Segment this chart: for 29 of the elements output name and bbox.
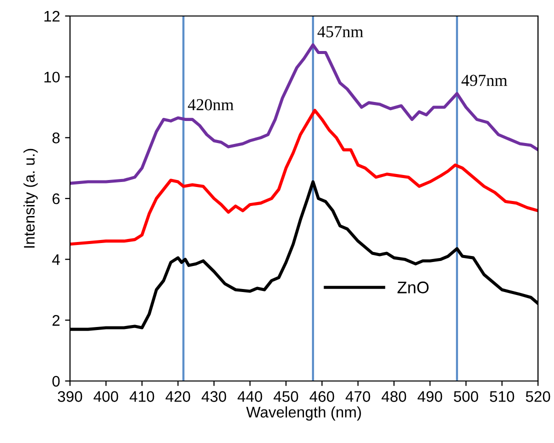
annotation: 420nm (188, 99, 234, 110)
x-tick-label: 470 (346, 391, 370, 402)
x-tick-label: 440 (238, 391, 262, 402)
y-tick-label: 10 (44, 72, 60, 83)
y-axis-title: Intensity (a. u.) (23, 148, 38, 248)
y-tick-label: 0 (52, 376, 60, 387)
x-tick-label: 450 (274, 391, 298, 402)
annotation: 457nm (317, 26, 364, 38)
legend-label: ZnO (398, 282, 429, 294)
line-series (70, 108, 538, 246)
y-tick-label: 8 (52, 132, 60, 144)
annotation: 497nm (461, 74, 508, 86)
x-tick-label: 430 (202, 391, 226, 402)
y-tick-label: 2 (52, 315, 60, 326)
x-tick-label: 400 (94, 391, 118, 402)
x-tick-label: 410 (130, 391, 154, 402)
x-tick-label: 390 (58, 391, 82, 402)
x-tick-label: 460 (310, 391, 334, 402)
x-tick-label: 500 (454, 391, 478, 402)
line-series (70, 43, 538, 185)
x-tick-label: 480 (382, 391, 406, 402)
y-tick-label: 6 (52, 193, 60, 204)
y-tick-label: 12 (44, 10, 60, 22)
y-tick-label: 4 (52, 254, 60, 265)
x-axis-title: Wavelength (nm) (246, 406, 361, 421)
x-tick-label: 420 (166, 391, 190, 402)
x-tick-label: 510 (490, 391, 514, 402)
x-tick-label: 520 (526, 391, 550, 402)
x-tick-label: 490 (418, 391, 442, 402)
